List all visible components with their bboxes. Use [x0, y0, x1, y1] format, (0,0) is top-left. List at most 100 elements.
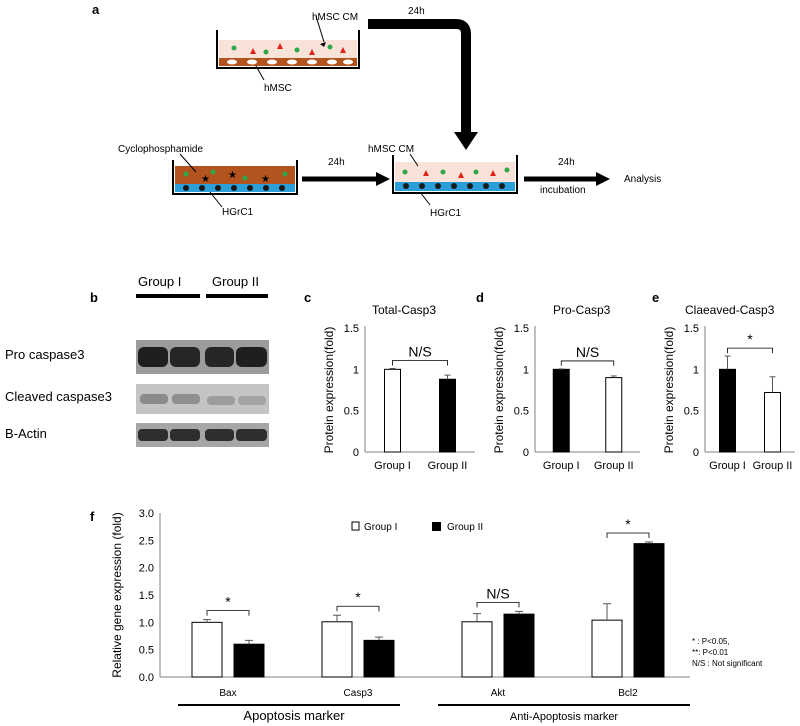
time-3: 24h — [558, 157, 575, 168]
hmsc-label: hMSC — [264, 83, 292, 94]
chart-cleaved-casp3: Claeaved-Casp3 0 0.5 1 1.5 Protein expression… — [662, 303, 795, 472]
incubation-label: incubation — [540, 185, 586, 196]
x-tick-label-f-Akt: Akt — [491, 688, 506, 699]
bar-e-1 — [764, 391, 781, 453]
bar-f-Akt-0 — [461, 621, 493, 678]
granulosa-cells — [183, 185, 285, 191]
sig-bracket-e — [727, 347, 773, 354]
y-tick-label-e: 0 — [693, 447, 699, 459]
chart-title-e: Claeaved-Casp3 — [685, 303, 775, 317]
y-tick-label-f: 2.0 — [139, 563, 154, 575]
x-tick-label-e-1: Group II — [753, 460, 793, 472]
blot-row-actin: B-Actin — [5, 426, 47, 441]
mid-dish: hMSC CM HGrC1 — [368, 144, 518, 219]
western-blot-panel: b Group I Group II Pro caspase3 Cleaved … — [5, 274, 269, 447]
sig-bracket-f-Bax — [206, 610, 250, 616]
bar-f-Casp3-1 — [363, 639, 395, 678]
y-tick-label-d: 1 — [523, 364, 529, 376]
sig-label-c: N/S — [408, 344, 431, 360]
bar-c-1 — [439, 378, 456, 453]
sig-label-d: N/S — [576, 344, 599, 360]
sig-label-f-Bcl2: * — [625, 516, 631, 532]
blot-group-1: Group I — [138, 274, 181, 289]
y-tick-label-f: 3.0 — [139, 508, 154, 520]
bar-f-Bax-1 — [233, 643, 265, 678]
footnote-1: **: P<0.01 — [692, 648, 729, 657]
schematic-panel: a — [92, 2, 661, 219]
y-tick-label-e: 0.5 — [684, 406, 699, 418]
panel-label-f: f — [90, 509, 95, 524]
svg-text:★: ★ — [261, 174, 270, 185]
chart-title-d: Pro-Casp3 — [553, 303, 611, 317]
bar-f-Bcl2-1 — [633, 543, 665, 678]
bar-f-Akt-1 — [503, 613, 535, 678]
y-tick-label-e: 1.5 — [684, 323, 699, 335]
blot-strip-pro — [136, 340, 269, 374]
y-tick-label-d: 1.5 — [514, 323, 529, 335]
blot-row-pro: Pro caspase3 — [5, 347, 85, 362]
blot-group-2: Group II — [212, 274, 259, 289]
y-tick-label-f: 0.5 — [139, 645, 154, 657]
hmsc-cells — [227, 59, 353, 65]
x-tick-label-e-0: Group I — [709, 460, 746, 472]
blot-strip-cleaved — [136, 384, 269, 414]
time-2: 24h — [328, 157, 345, 168]
legend-swatch-group1 — [351, 521, 360, 531]
legend-swatch-group2 — [432, 522, 441, 531]
x-tick-label-f-Bcl2: Bcl2 — [618, 688, 638, 699]
secreted-factors — [231, 43, 346, 55]
marker-group-anti-apoptosis: Anti-Apoptosis marker — [510, 711, 619, 723]
time-1: 24h — [408, 6, 425, 17]
top-cm-label: hMSC CM — [312, 12, 358, 23]
svg-text:★: ★ — [228, 170, 237, 181]
sig-label-f-Casp3: * — [355, 589, 361, 605]
bar-c-0 — [384, 368, 401, 453]
y-axis-label-e: Protein expression(fold) — [662, 327, 676, 454]
legend-label-group2: Group II — [447, 522, 483, 533]
panel-label-a: a — [92, 2, 100, 17]
bar-d-1 — [605, 377, 623, 453]
chart-title-c: Total-Casp3 — [372, 303, 436, 317]
cm-pointer — [315, 15, 325, 43]
x-tick-label-c-0: Group I — [374, 460, 411, 472]
bar-f-Bcl2-0 — [591, 619, 623, 678]
sig-bracket-c — [392, 360, 448, 366]
legend-label-group1: Group I — [364, 522, 397, 533]
mid-granulosa-cells — [403, 183, 505, 189]
y-tick-label-c: 1 — [353, 364, 359, 376]
y-tick-label-c: 0 — [353, 447, 359, 459]
chart-gene-expression: 0.0 0.5 1.0 1.5 2.0 2.5 3.0 Relative gene expre… — [110, 508, 763, 723]
x-tick-label-f-Bax: Bax — [219, 688, 236, 699]
x-tick-label-f-Casp3: Casp3 — [344, 688, 373, 699]
group-1-bar — [136, 294, 200, 298]
bar-f-Casp3-0 — [321, 621, 353, 678]
cyclophosphamide-label: Cyclophosphamide — [118, 144, 203, 155]
sig-bracket-f-Bcl2 — [606, 532, 650, 538]
y-tick-label-d: 0.5 — [514, 406, 529, 418]
cyclophosphamide-stars: ★ ★ ★ — [201, 170, 270, 185]
y-tick-label-e: 1 — [693, 364, 699, 376]
chart-pro-casp3: Pro-Casp3 0 0.5 1 1.5 Protein expression(fold… — [492, 303, 640, 472]
transfer-arrow: 24h — [368, 6, 478, 150]
left-cells-label: HGrC1 — [222, 207, 254, 218]
sig-bracket-f-Casp3 — [336, 605, 380, 612]
sig-bracket-d — [560, 360, 615, 366]
y-tick-label-d: 0 — [523, 447, 529, 459]
svg-text:★: ★ — [201, 174, 210, 185]
sig-label-e: * — [747, 331, 753, 347]
footnote-0: * : P<0.05, — [692, 637, 730, 646]
footnote-2: N/S : Not significant — [692, 659, 763, 668]
bar-d-0 — [552, 368, 570, 453]
blot-strip-actin — [136, 423, 269, 447]
sig-bracket-f-Akt — [476, 602, 520, 608]
arrow-24h-3: 24h incubation — [524, 157, 610, 196]
panel-label-d: d — [476, 290, 484, 305]
y-axis-label-c: Protein expression(fold) — [322, 327, 336, 454]
y-axis-label-f: Relative gene expression (fold) — [110, 512, 124, 677]
mid-cells-label: HGrC1 — [430, 208, 462, 219]
y-tick-label-c: 1.5 — [344, 323, 359, 335]
y-tick-label-f: 1.0 — [139, 617, 154, 629]
top-dish: hMSC CM hMSC — [216, 12, 360, 94]
x-tick-label-d-1: Group II — [594, 460, 634, 472]
